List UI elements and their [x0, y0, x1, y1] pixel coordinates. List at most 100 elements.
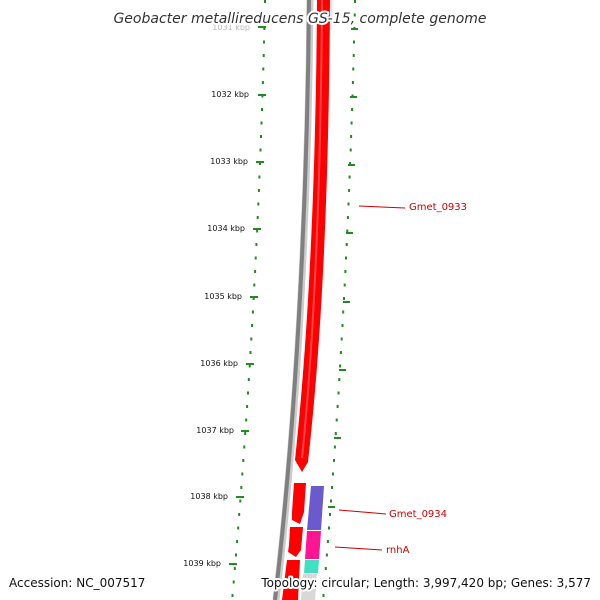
minor-tick-inner [262, 67, 265, 71]
minor-tick-outer [343, 283, 346, 287]
tick-label-1038: 1038 kbp [190, 492, 228, 501]
minor-tick-inner [263, 13, 266, 17]
minor-tick-outer [330, 499, 332, 503]
minor-tick-inner [263, 27, 266, 30]
minor-tick-inner [247, 378, 250, 381]
minor-tick-inner [233, 567, 236, 570]
minor-tick-inner [232, 580, 235, 584]
minor-tick-inner [259, 148, 262, 152]
minor-tick-inner [235, 553, 237, 557]
minor-tick-inner [264, 0, 266, 3]
summary-halo: Topology: circular; Length: 3,997,420 bp… [260, 576, 591, 590]
minor-tick-inner [238, 513, 241, 516]
minor-tick-outer [331, 486, 333, 489]
feature-aqua [304, 560, 319, 573]
minor-tick-inner [256, 229, 259, 233]
minor-tick-inner [250, 337, 253, 341]
minor-tick-inner [255, 243, 258, 246]
minor-tick-inner [261, 81, 264, 84]
minor-tick-inner [254, 256, 257, 260]
minor-tick-inner [259, 162, 261, 165]
minor-tick-inner [231, 594, 234, 597]
minor-tick-outer [343, 297, 345, 300]
tick-label-1035: 1035 kbp [204, 292, 242, 301]
genome-backbone [273, 0, 311, 600]
accession-halo: Accession: NC_007517 [9, 576, 145, 590]
map-title: Geobacter metallireducens GS-15, complet… [113, 11, 486, 27]
minor-tick-inner [240, 486, 243, 489]
minor-tick-outer [348, 175, 351, 179]
minor-tick-outer [328, 526, 330, 530]
minor-tick-outer [339, 351, 342, 354]
gene-labels: Gmet_0933 Gmet_0934 rnhA [334, 202, 467, 556]
leader-rnha [334, 546, 383, 551]
minor-tick-inner [257, 202, 260, 206]
minor-tick-inner [256, 216, 259, 219]
minor-tick-outer [351, 108, 354, 111]
minor-tick-outer [326, 540, 329, 543]
minor-tick-inner [251, 324, 254, 327]
minor-tick-inner [245, 418, 248, 422]
minor-tick-outer [345, 256, 347, 260]
tick-label-1033: 1033 kbp [210, 157, 248, 166]
minor-tick-outer [346, 216, 349, 219]
minor-tick-outer [349, 148, 352, 152]
minor-tick-inner [251, 310, 254, 314]
minor-tick-outer [334, 432, 337, 435]
minor-tick-outer [353, 13, 356, 17]
feature-purple [307, 486, 324, 530]
minor-tick-outer [332, 472, 334, 476]
minor-tick-outer [349, 162, 352, 165]
minor-tick-inner [262, 54, 265, 57]
minor-tick-outer [324, 567, 327, 570]
tick-label-1036: 1036 kbp [200, 359, 238, 368]
minor-tick-outer [350, 135, 353, 138]
tick-label-1031: 1031 kbp [212, 23, 250, 32]
gene-label-gmet-0933[interactable]: Gmet_0933 [409, 202, 467, 213]
minor-tick-outer [339, 364, 342, 368]
minor-tick-outer [322, 594, 325, 597]
minor-tick-inner [253, 283, 256, 287]
summary-text: Topology: circular; Length: 3,997,420 bp… [260, 576, 591, 590]
accession-text: Accession: NC_007517 [9, 576, 145, 590]
minor-tick-outer [348, 189, 351, 192]
kbp-scale: 1031 kbp 1032 kbp 1033 kbp 1034 kbp 1035… [183, 23, 266, 568]
minor-tick-inner [249, 351, 252, 354]
minor-tick-inner [258, 175, 261, 179]
minor-tick-inner [254, 270, 257, 273]
leader-gmet-0933 [358, 205, 406, 209]
minor-tick-outer [325, 553, 328, 557]
minor-tick-inner [244, 432, 247, 435]
gene-label-rnha[interactable]: rnhA [386, 545, 410, 556]
minor-tick-inner [252, 297, 255, 300]
minor-tick-outer [345, 243, 348, 246]
feature-gray-bottom [301, 574, 317, 600]
minor-tick-outer [351, 81, 354, 84]
minor-tick-outer [338, 378, 341, 381]
gene-label-gmet-0934[interactable]: Gmet_0934 [389, 509, 447, 520]
minor-tick-outer [329, 513, 331, 516]
tick-label-1037: 1037 kbp [196, 426, 234, 435]
minor-tick-outer [340, 337, 343, 341]
minor-tick-outer [323, 580, 326, 584]
minor-tick-outer [346, 229, 349, 233]
cds-gmet-0933-highlight [301, 0, 323, 459]
minor-tick-inner [239, 499, 242, 503]
leader-gmet-0934 [338, 509, 387, 515]
minor-tick-inner [237, 526, 240, 530]
minor-tick-inner [236, 540, 239, 543]
minor-tick-outer [350, 121, 353, 125]
minor-tick-inner [257, 189, 260, 192]
minor-tick-inner [243, 445, 246, 449]
minor-tick-outer [352, 67, 355, 71]
tick-label-1032: 1032 kbp [211, 90, 249, 99]
cds-rnha [288, 527, 303, 557]
tick-label-1039: 1039 kbp [183, 559, 221, 568]
minor-tick-inner [260, 135, 262, 138]
minor-tick-outer [347, 202, 350, 206]
tick-label-1034: 1034 kbp [207, 224, 245, 233]
minor-tick-outer [333, 445, 336, 449]
minor-tick-inner [241, 472, 244, 476]
minor-tick-outer [342, 310, 345, 314]
